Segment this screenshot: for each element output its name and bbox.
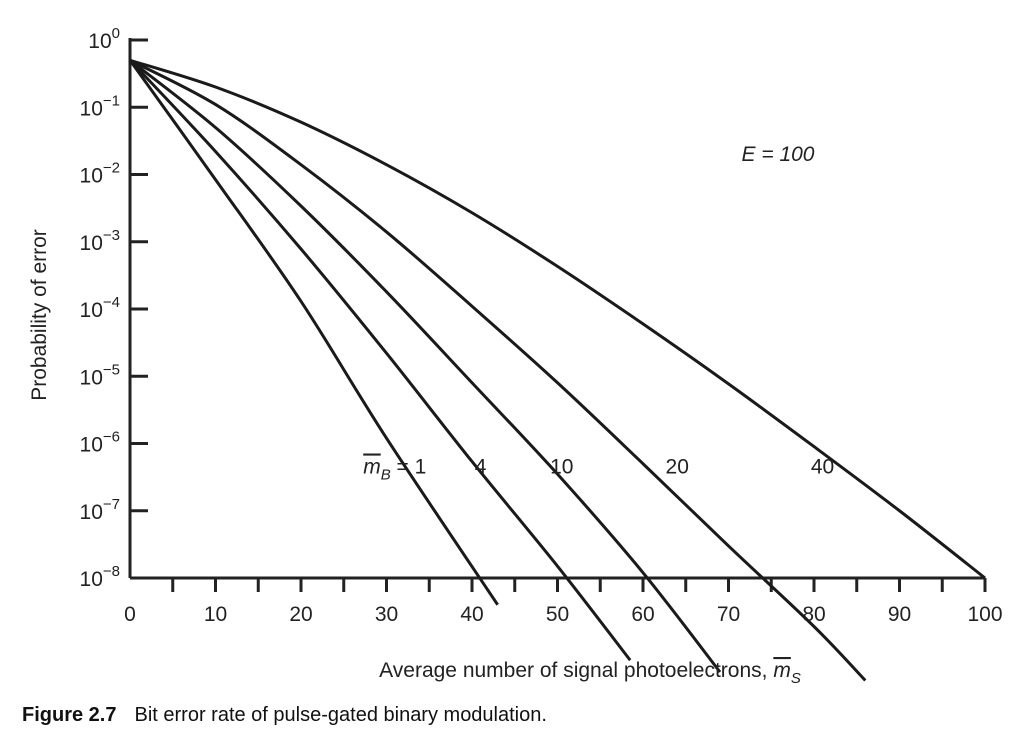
y-tick-label: 10−5 — [80, 361, 120, 389]
x-tick-label: 10 — [204, 603, 227, 626]
y-tick-label: 10−8 — [80, 563, 120, 591]
x-tick-label: 20 — [289, 603, 312, 626]
chart-labels: mB = 1 4 10 20 40 — [363, 456, 834, 484]
y-tick-label: 10−2 — [80, 160, 120, 188]
x-tick-label: 100 — [967, 603, 1002, 626]
figure-caption-text: Bit error rate of pulse-gated binary mod… — [134, 704, 547, 726]
series-label-mb-10: 10 — [550, 456, 573, 479]
y-tick-label: 10−3 — [80, 227, 120, 255]
y-tick-label: 10−1 — [80, 92, 120, 120]
figure-number: Figure 2.7 — [22, 704, 117, 726]
error-rate-chart: 100 10−1 10−2 10−3 10−4 10−5 10−6 10−7 10−80 10 20… — [28, 25, 1003, 687]
series-line-mb-20 — [129, 58, 867, 682]
series-label-mb-4: 4 — [475, 456, 487, 479]
y-axis-label: Probability of error — [28, 229, 51, 401]
energy-annotation: E = 100 — [742, 143, 815, 166]
x-tick-label: 30 — [375, 603, 398, 626]
series-label-mb-20: 20 — [666, 456, 689, 479]
x-tick-label: 50 — [546, 603, 569, 626]
chart-ticks: 100 10−1 10−2 10−3 10−4 10−5 10−6 10−7 10−80 10 20… — [80, 25, 1003, 626]
y-tick-label: 10−4 — [80, 294, 120, 322]
y-tick-label: 100 — [88, 25, 120, 53]
x-tick-label: 70 — [717, 603, 740, 626]
x-tick-label: 80 — [802, 603, 825, 626]
x-tick-label: 60 — [631, 603, 654, 626]
x-tick-label: 40 — [460, 603, 483, 626]
series-label-mb-1: mB = 1 — [363, 456, 426, 484]
chart-series-lines — [128, 58, 986, 682]
figure-caption: Figure 2.7 Bit error rate of pulse-gated … — [22, 704, 547, 727]
x-axis-label: Average number of signal photoelectrons,… — [379, 659, 801, 687]
series-label-mb-40: 40 — [811, 456, 834, 479]
series-line-mb-4 — [128, 59, 632, 662]
series-line-mb-10 — [129, 59, 722, 673]
x-tick-label: 90 — [888, 603, 911, 626]
x-tick-label: 0 — [124, 603, 136, 626]
series-line-mb-40 — [129, 58, 986, 580]
y-tick-label: 10−6 — [80, 429, 120, 457]
y-tick-label: 10−7 — [80, 496, 120, 524]
chart-axes — [128, 38, 985, 580]
series-line-mb-1 — [128, 59, 499, 606]
